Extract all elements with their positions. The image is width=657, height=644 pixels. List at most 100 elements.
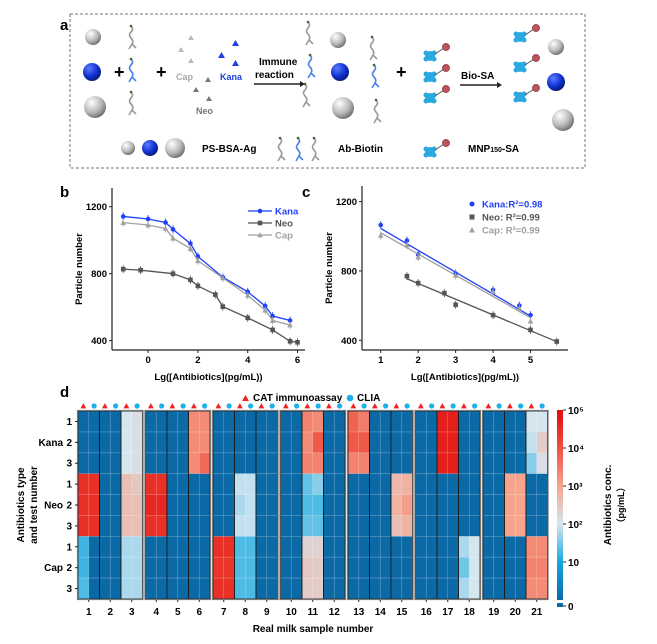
heatmap-cell xyxy=(437,494,449,516)
sample-column xyxy=(255,410,278,600)
heatmap-cell xyxy=(121,494,133,516)
x-tick-label: 8 xyxy=(242,607,248,618)
x-tick-label: 10 xyxy=(286,607,298,618)
data-point xyxy=(262,307,268,313)
heatmap-cell xyxy=(380,515,392,537)
x-tick-label: 13 xyxy=(353,607,365,618)
ps-bsa-ag-bead-large-icon xyxy=(552,109,574,131)
heatmap-cell xyxy=(348,431,360,454)
clia-marker xyxy=(202,403,208,409)
colorbar-tick-label: 0 xyxy=(568,602,574,613)
heatmap-cell xyxy=(256,431,268,454)
heatmap-cell xyxy=(213,557,225,579)
mnp-sa-icon xyxy=(423,63,451,83)
sample-column xyxy=(458,410,481,600)
heatmap-cell xyxy=(234,578,246,600)
y-axis-label-line2: and test number xyxy=(29,466,40,544)
heatmap-cell xyxy=(110,578,122,600)
heatmap-cell xyxy=(458,473,470,495)
heatmap-cell xyxy=(131,536,143,558)
heatmap-cell xyxy=(504,494,516,516)
y-axis-label: Particle number xyxy=(324,232,335,304)
sample-column xyxy=(212,410,235,600)
heatmap-cell xyxy=(415,494,427,516)
heatmap-cell xyxy=(199,452,211,474)
heatmap-cell xyxy=(469,536,481,558)
heatmap-cell xyxy=(447,494,459,516)
ps-bsa-ag-bead-blue-icon xyxy=(547,73,565,91)
data-point xyxy=(404,238,410,243)
data-point xyxy=(442,290,447,296)
heatmap-cell xyxy=(483,452,495,474)
heatmap-cell xyxy=(504,473,516,495)
heatmap-cell xyxy=(99,411,111,433)
heatmap-cell xyxy=(223,494,235,516)
heatmap-cell xyxy=(426,515,438,537)
sample-group-border xyxy=(414,409,482,601)
heatmap-cell xyxy=(256,536,268,558)
heatmap-cell xyxy=(312,494,324,516)
plus-icon: + xyxy=(156,62,167,82)
data-point xyxy=(170,271,176,276)
heatmap-cell xyxy=(348,536,360,558)
heatmap-cell xyxy=(110,411,122,433)
heatmap-cell xyxy=(380,578,392,600)
heatmap-cell xyxy=(78,431,90,454)
mnp-sa-icon xyxy=(513,53,541,73)
sample-column xyxy=(390,410,413,600)
ps-bsa-ag-bead-blue-icon xyxy=(83,63,101,81)
panel-label-a: a xyxy=(60,17,69,34)
heatmap-cell xyxy=(88,473,100,495)
cat-marker xyxy=(528,403,535,409)
heatmap-cell xyxy=(177,515,189,537)
heatmap-cell xyxy=(334,452,346,474)
heatmap-cell xyxy=(78,536,90,558)
clia-marker xyxy=(496,403,502,409)
heatmap-cell xyxy=(291,536,303,558)
heatmap-cell xyxy=(536,431,548,454)
y-tick-label: 800 xyxy=(91,269,107,280)
sample-group-border xyxy=(279,409,347,601)
x-tick-label: 5 xyxy=(175,607,181,618)
heatmap-cell xyxy=(469,515,481,537)
heatmap-cell xyxy=(369,578,381,600)
heatmap-cell xyxy=(213,578,225,600)
heatmap-cell xyxy=(213,473,225,495)
heatmap-cell xyxy=(213,515,225,537)
heatmap-cell xyxy=(167,578,179,600)
cat-marker xyxy=(169,403,176,409)
clia-marker xyxy=(450,403,456,409)
heatmap-cell xyxy=(121,431,133,454)
heatmap-cell xyxy=(280,431,292,454)
heatmap-cell xyxy=(234,431,246,454)
heatmap-cell xyxy=(145,515,157,537)
heatmap-cell xyxy=(526,411,538,433)
heatmap-cell xyxy=(437,411,449,433)
heatmap-cell xyxy=(493,411,505,433)
heatmap-cell xyxy=(469,494,481,516)
y-tick-label: 1 xyxy=(66,417,72,428)
x-tick-label: 6 xyxy=(295,355,300,366)
sample-column xyxy=(145,410,168,600)
heatmap-cell xyxy=(380,452,392,474)
data-point xyxy=(170,235,176,241)
heatmap-cell xyxy=(280,411,292,433)
heatmap-cell xyxy=(88,494,100,516)
x-tick-label: 3 xyxy=(129,607,135,618)
ps-bsa-ag-bead-large-icon xyxy=(332,97,354,119)
heatmap-cell xyxy=(526,494,538,516)
sample-column xyxy=(482,410,505,600)
heatmap-cell xyxy=(458,557,470,579)
heatmap-cell xyxy=(437,452,449,474)
heatmap-cell xyxy=(536,473,548,495)
data-point xyxy=(490,312,496,318)
sample-column xyxy=(525,410,548,600)
heatmap-cell xyxy=(88,578,100,600)
heatmap-cell xyxy=(447,411,459,433)
colorbar-tick-label: 10³ xyxy=(568,482,583,493)
legend-label: Cap: R²=0.99 xyxy=(482,226,540,237)
heatmap-cell xyxy=(536,578,548,600)
data-point xyxy=(287,318,293,323)
data-point xyxy=(527,318,534,324)
